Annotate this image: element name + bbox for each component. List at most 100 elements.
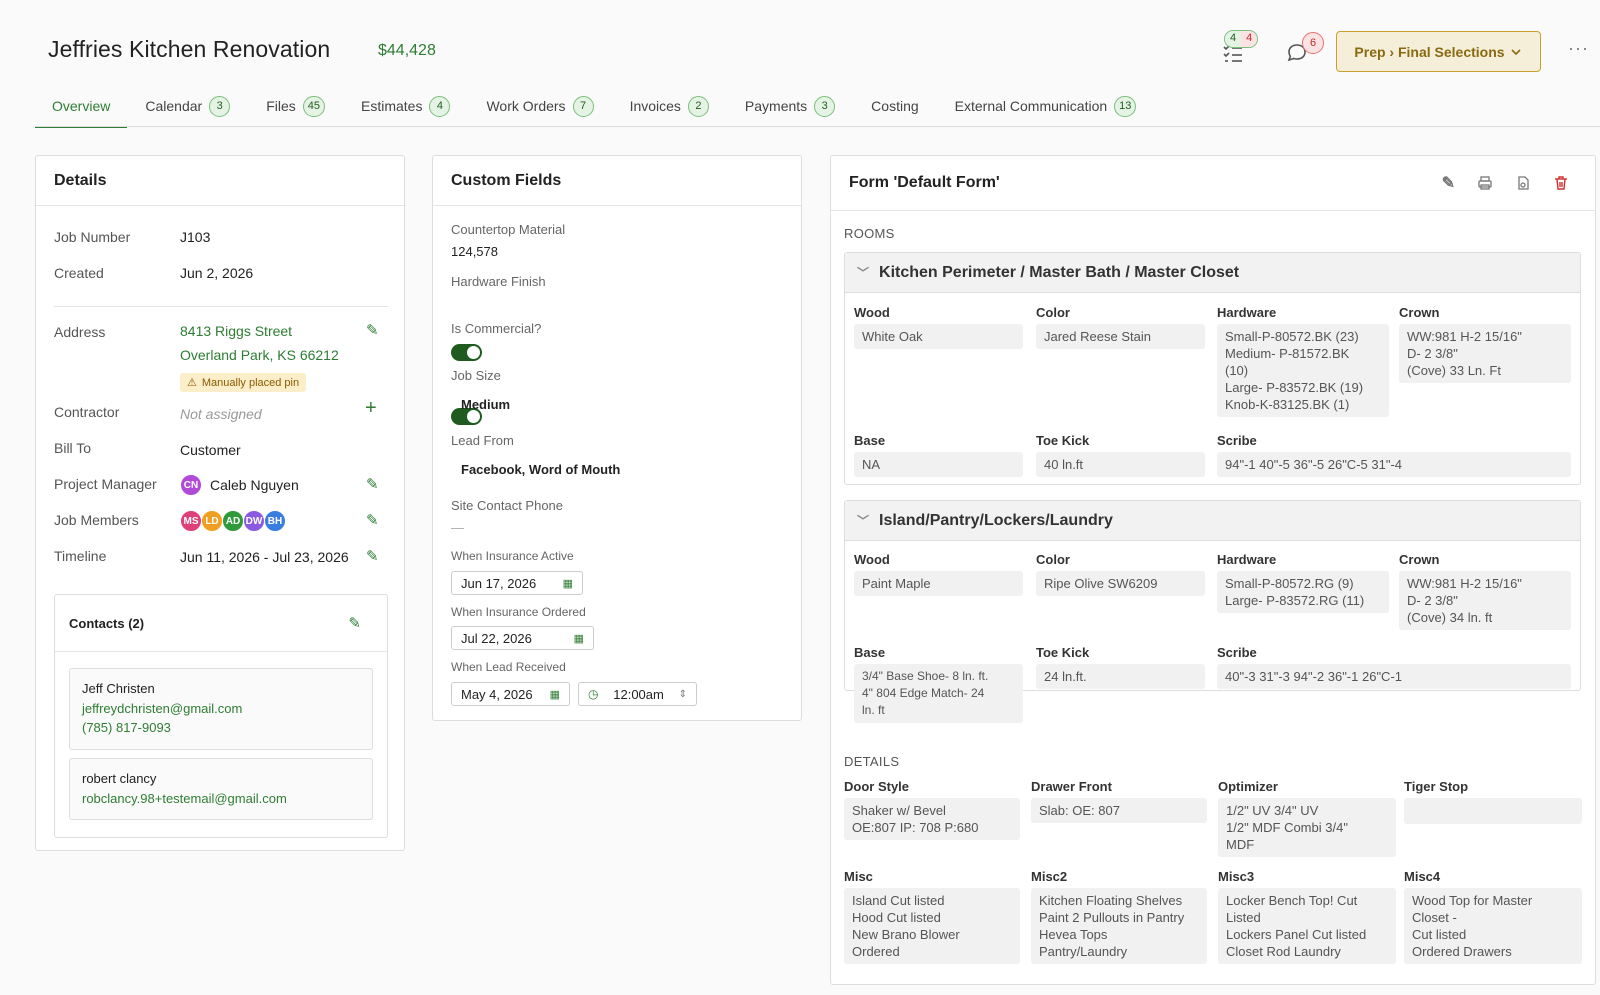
optimizer-label: Optimizer: [1218, 779, 1278, 794]
edit-pm-icon[interactable]: ✎: [366, 476, 379, 493]
contact-email[interactable]: robclancy.98+testemail@gmail.com: [82, 791, 287, 806]
room-header[interactable]: ﹀ Kitchen Perimeter / Master Bath / Mast…: [845, 253, 1580, 293]
job-members-label: Job Members: [54, 512, 139, 528]
tasks-button[interactable]: 4 4: [1222, 30, 1262, 66]
tab-label: Files: [266, 98, 296, 114]
job-amount: $44,428: [378, 42, 436, 59]
avatar: MS: [180, 510, 202, 532]
tab-overview[interactable]: Overview: [35, 86, 128, 128]
color-value: Jared Reese Stain: [1036, 324, 1205, 349]
contacts-header: Contacts (2) ✎: [55, 595, 387, 652]
tab-payments[interactable]: Payments 3: [727, 86, 853, 126]
tiger-stop-value: [1404, 798, 1582, 824]
misc-label: Misc: [844, 869, 873, 884]
pin-note-text: Manually placed pin: [201, 376, 300, 389]
avatar: AD: [222, 510, 244, 532]
room-section: ﹀ Kitchen Perimeter / Master Bath / Mast…: [844, 252, 1581, 485]
details-card: Details Job Number J103 Created Jun 2, 2…: [35, 155, 405, 851]
base-label: Base: [854, 645, 886, 660]
contact-phone[interactable]: (785) 817-9093: [82, 720, 171, 735]
hardware-finish-toggle[interactable]: [451, 344, 482, 361]
insurance-ordered-date[interactable]: Jul 22, 2026 ▦: [451, 626, 594, 650]
trash-icon[interactable]: [1553, 175, 1569, 191]
page-header: Jeffries Kitchen Renovation $44,428 4 4 …: [0, 0, 1600, 128]
tab-costing[interactable]: Costing: [853, 86, 936, 126]
drawer-front-label: Drawer Front: [1031, 779, 1112, 794]
up-down-icon: ⇕: [678, 688, 687, 700]
contacts-panel: Contacts (2) ✎ Jeff Christen jeffreydchr…: [54, 594, 388, 838]
edit-contacts-icon[interactable]: ✎: [348, 615, 361, 632]
stage-dropdown[interactable]: Prep › Final Selections: [1336, 31, 1541, 72]
avatar: BH: [264, 510, 286, 532]
custom-fields-card: Custom Fields Countertop Material 124,57…: [432, 155, 802, 721]
download-pdf-icon[interactable]: [1515, 175, 1531, 191]
chevron-down-icon: ﹀: [857, 514, 870, 528]
tab-estimates[interactable]: Estimates 4: [343, 86, 468, 126]
edit-timeline-icon[interactable]: ✎: [366, 548, 379, 565]
details-title: Details: [36, 156, 404, 206]
edit-members-icon[interactable]: ✎: [366, 512, 379, 529]
date-value: Jul 22, 2026: [461, 630, 532, 646]
date-value: May 4, 2026: [461, 686, 533, 702]
print-icon[interactable]: [1477, 175, 1493, 191]
wood-value: White Oak: [854, 324, 1023, 349]
address-line-2[interactable]: Overland Park, KS 66212: [180, 347, 339, 363]
contact-card[interactable]: Jeff Christen jeffreydchristen@gmail.com…: [69, 668, 373, 750]
timeline-label: Timeline: [54, 548, 107, 564]
address-line-1[interactable]: 8413 Riggs Street: [180, 323, 293, 339]
crown-value: WW:981 H-2 15/16" D- 2 3/8" (Cove) 34 ln…: [1399, 571, 1571, 630]
form-actions: ✎: [1442, 173, 1569, 193]
job-members-avatars[interactable]: MS LD AD DW BH: [180, 510, 286, 532]
tab-work-orders[interactable]: Work Orders 7: [468, 86, 611, 126]
form-title: Form 'Default Form': [849, 174, 1000, 191]
color-label: Color: [1036, 552, 1070, 567]
project-manager-name: Caleb Nguyen: [210, 477, 299, 493]
insurance-ordered-label: When Insurance Ordered: [451, 605, 586, 619]
site-contact-phone-value: —: [451, 520, 464, 535]
edit-icon[interactable]: ✎: [1441, 175, 1455, 192]
more-options-icon[interactable]: ···: [1568, 38, 1589, 58]
wood-label: Wood: [854, 552, 890, 567]
misc3-value: Locker Bench Top! Cut Listed Lockers Pan…: [1218, 888, 1396, 964]
door-style-value: Shaker w/ Bevel OE:807 IP: 708 P:680: [844, 798, 1020, 840]
room-header[interactable]: ﹀ Island/Pantry/Lockers/Laundry: [845, 501, 1580, 541]
tab-label: Calendar: [145, 98, 203, 114]
edit-address-icon[interactable]: ✎: [366, 322, 379, 339]
tab-external-communication[interactable]: External Communication 13: [937, 86, 1155, 126]
contact-email[interactable]: jeffreydchristen@gmail.com: [82, 701, 243, 716]
door-style-label: Door Style: [844, 779, 910, 794]
contact-card[interactable]: robert clancy robclancy.98+testemail@gma…: [69, 758, 373, 820]
job-number-value: J103: [180, 229, 211, 245]
contacts-title: Contacts (2): [69, 615, 145, 631]
page-title: Jeffries Kitchen Renovation: [48, 36, 331, 62]
tab-label: External Communication: [954, 98, 1108, 114]
tab-calendar[interactable]: Calendar 3: [127, 86, 248, 126]
timeline-value: Jun 11, 2026 - Jul 23, 2026: [180, 549, 349, 565]
color-label: Color: [1036, 305, 1070, 320]
tab-count-badge: 7: [572, 95, 594, 117]
lead-received-time[interactable]: ◷ 12:00am ⇕: [578, 682, 697, 706]
is-commercial-toggle[interactable]: [451, 408, 482, 425]
tab-label: Invoices: [629, 98, 681, 114]
base-value: 3/4" Base Shoe- 8 ln. ft. 4" 804 Edge Ma…: [854, 664, 1023, 723]
scribe-value: 94"-1 40"-5 36"-5 26"C-5 31"-4: [1217, 452, 1571, 477]
lead-received-date[interactable]: May 4, 2026 ▦: [451, 682, 570, 706]
tab-invoices[interactable]: Invoices 2: [612, 86, 727, 126]
tab-count-badge: 45: [302, 95, 325, 117]
tab-label: Costing: [871, 98, 919, 114]
lead-from-label: Lead From: [451, 433, 514, 448]
project-manager[interactable]: CN Caleb Nguyen: [180, 474, 299, 496]
calendar-icon: ▦: [549, 688, 560, 701]
stage-label: Prep › Final Selections: [1354, 43, 1505, 60]
tab-label: Overview: [52, 98, 111, 114]
tiger-stop-label: Tiger Stop: [1404, 779, 1469, 794]
avatar: CN: [180, 474, 202, 496]
details-section-label: DETAILS: [844, 754, 900, 769]
contact-name: robert clancy: [82, 771, 157, 786]
countertop-value: 124,578: [451, 244, 498, 259]
tab-label: Payments: [744, 98, 808, 114]
messages-button[interactable]: 6: [1286, 32, 1326, 68]
tab-files[interactable]: Files 45: [248, 86, 343, 126]
add-contractor-icon[interactable]: +: [365, 397, 377, 419]
insurance-active-date[interactable]: Jun 17, 2026 ▦: [451, 571, 583, 595]
